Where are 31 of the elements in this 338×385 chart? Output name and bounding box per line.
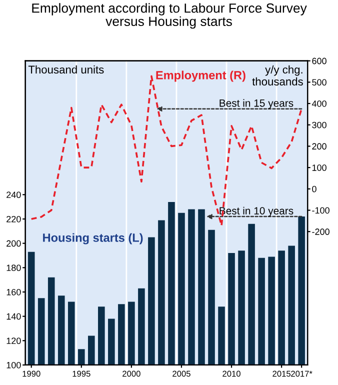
series-label: Housing starts (L) [43,233,143,244]
y2-tick-label: 500 [312,79,326,86]
y-tick-label: 220 [6,216,21,222]
x-tick-label: 1990 [22,370,40,377]
y2-tick-label: -100 [312,207,330,214]
y-tick-label: 180 [6,264,21,272]
y-tick-label: 100 [6,362,21,368]
y2-tick-label: 200 [312,143,326,150]
y2-tick-label: 0 [312,186,316,192]
y2-tick-label: -200 [312,228,330,235]
y2-tick-label: 100 [312,164,326,171]
chart-title: Employment according to Labour Force Survey versus Housing starts [32,3,307,29]
x-tick-label: 2015 [272,370,290,377]
y2-tick-label: 600 [312,58,326,64]
y2-tick-label: 400 [312,100,326,107]
series-label: Employment (R) [156,70,246,82]
x-tick-label: 2000 [122,370,140,377]
y2-tick-label: 300 [312,122,326,128]
y-tick-label: 240 [6,192,21,198]
y-tick-label: 200 [6,240,21,247]
y-tick-label: 120 [6,338,21,344]
y2-axis-title: y/y chg. thousands [252,65,303,86]
annotation: Best in 10 years [220,206,294,217]
y-tick-label: 160 [6,288,21,296]
x-tick-label: 1995 [72,370,90,377]
annotation: Best in 15 years [220,99,294,109]
y-axis-title: Thousand units [28,65,104,74]
x-tick-label: 2010 [222,370,240,377]
x-tick-label: 2017* [291,370,312,377]
y-tick-label: 140 [6,313,21,320]
x-tick-label: 2005 [172,370,190,377]
